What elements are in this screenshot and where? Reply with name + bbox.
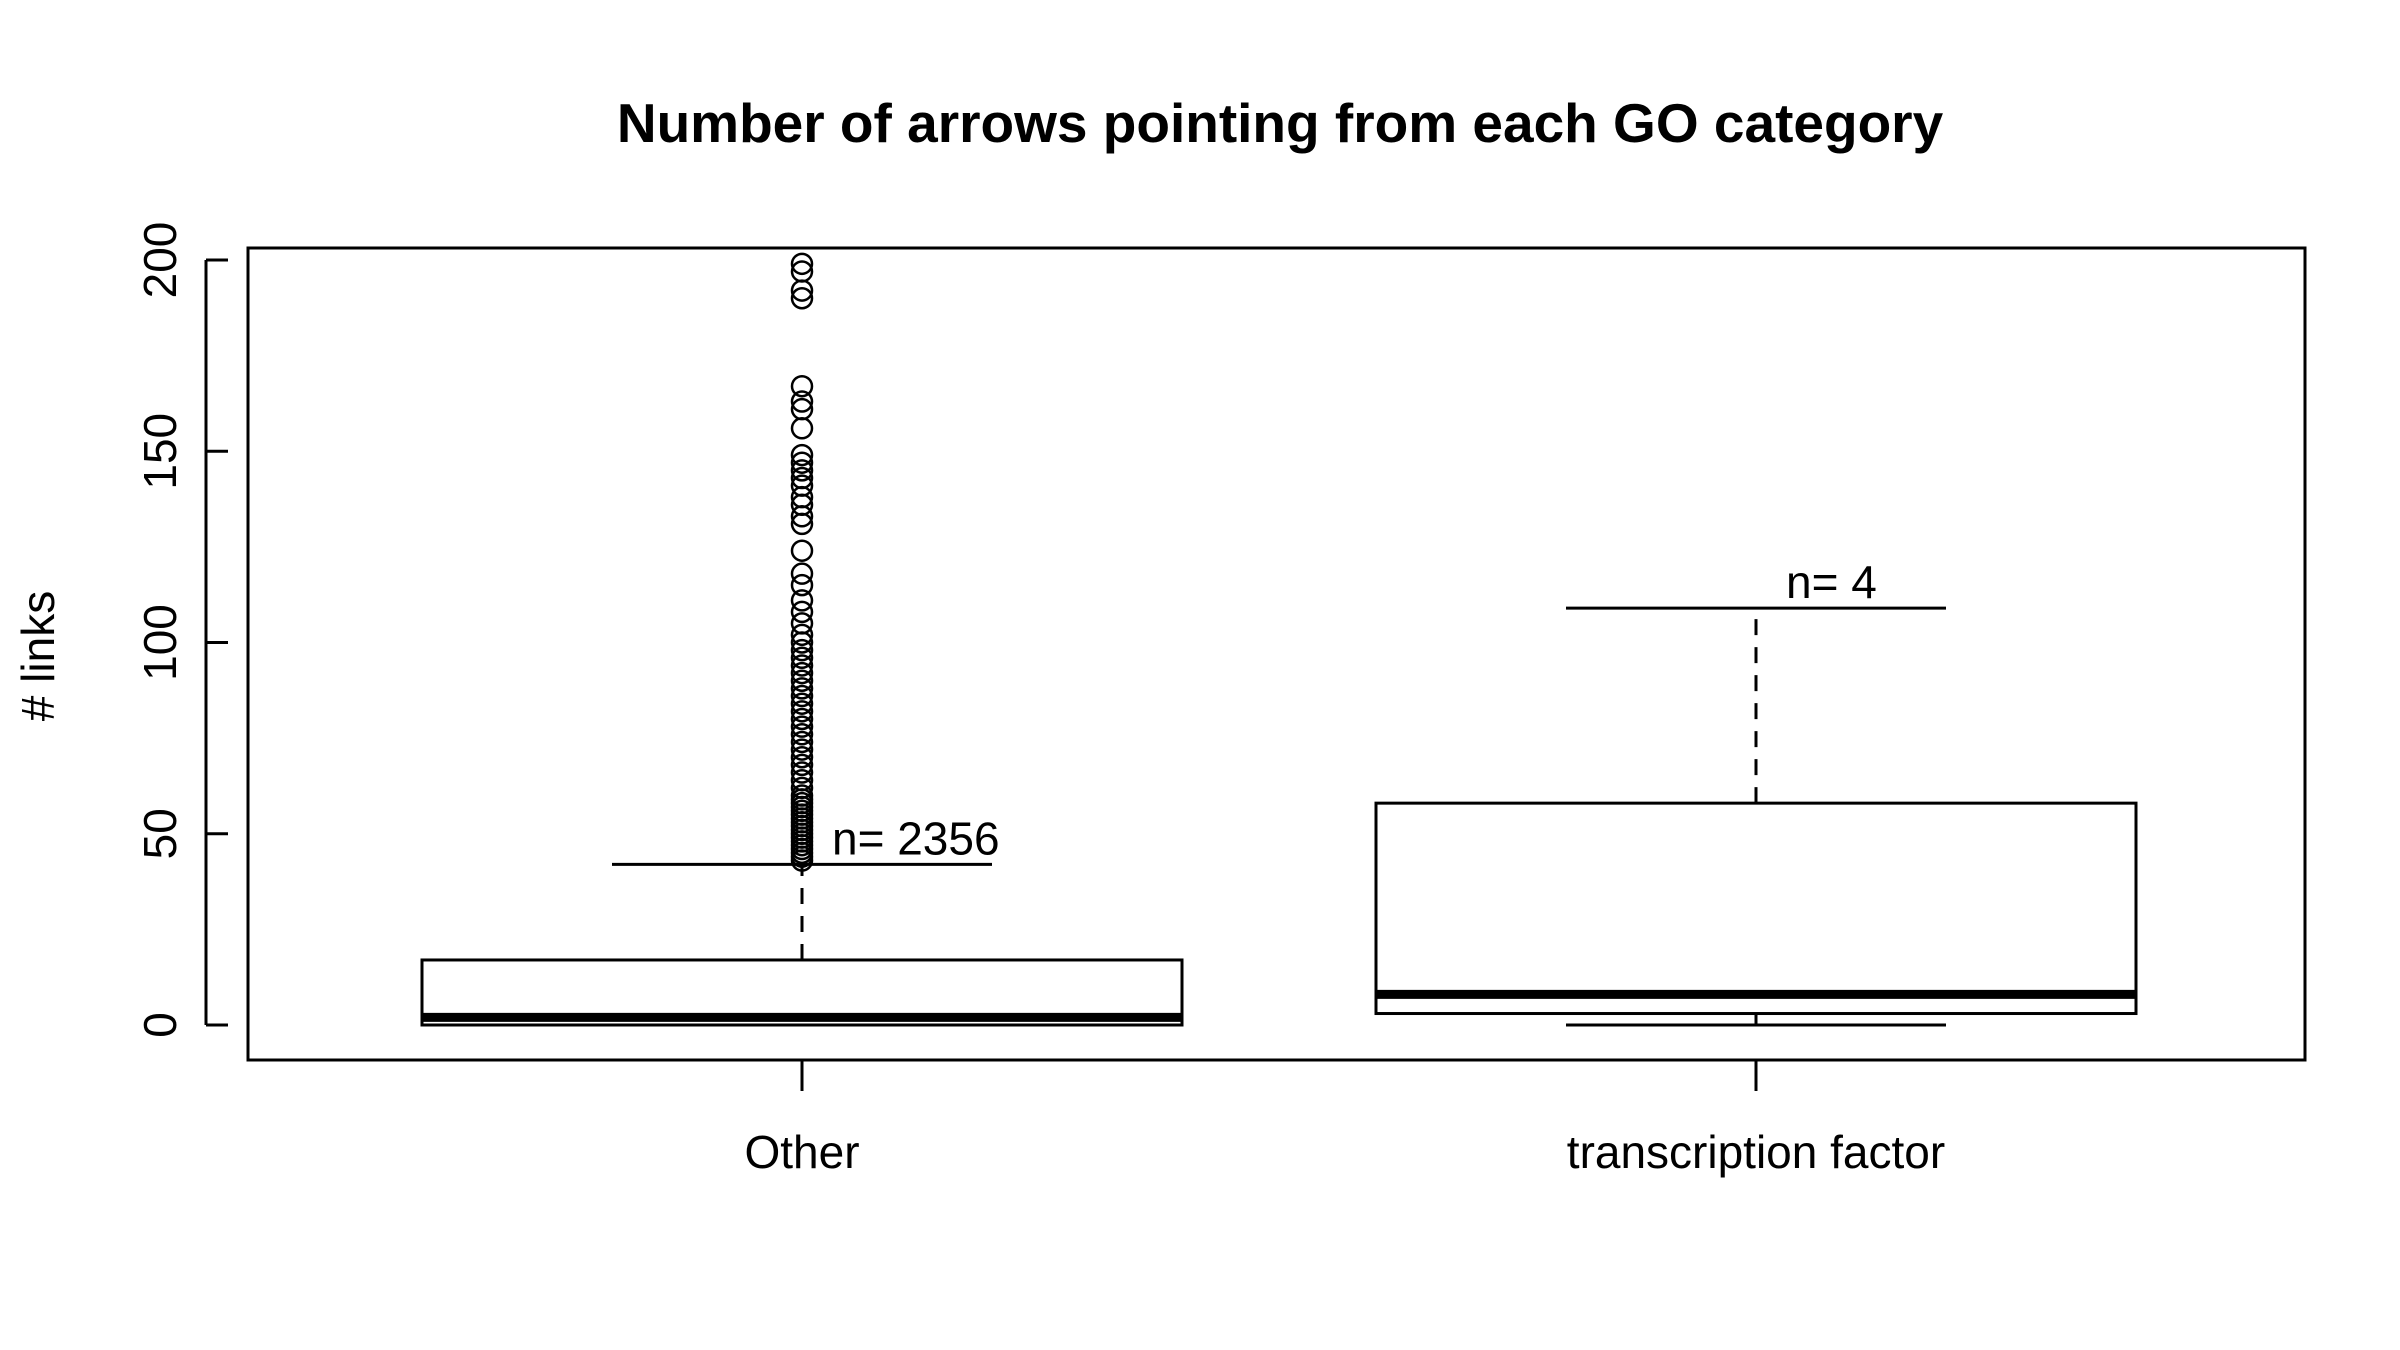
chart-title: Number of arrows pointing from each GO c… — [617, 92, 1944, 154]
n-label-1: n= 4 — [1786, 556, 1877, 608]
outlier-point — [790, 776, 814, 800]
outlier-point — [790, 646, 814, 670]
y-tick-label-50: 50 — [134, 808, 186, 859]
outlier-point — [790, 374, 814, 398]
outlier-point — [790, 784, 814, 807]
plot-frame — [246, 246, 2307, 1062]
box-group-0: n= 2356 — [420, 252, 1184, 1027]
y-tick-label-200: 200 — [134, 222, 186, 299]
outlier-point — [790, 474, 814, 497]
outlier-point — [790, 573, 814, 597]
outlier-point — [790, 390, 814, 413]
y-tick-label-150: 150 — [134, 413, 186, 490]
outlier-point — [790, 746, 814, 769]
y-axis-ticks: 0 50 100 150 200 — [134, 222, 228, 1038]
outlier-point — [790, 562, 814, 585]
x-axis-ticks: Other transcription factor — [744, 1060, 1945, 1178]
outlier-point — [790, 459, 814, 482]
outlier-point — [790, 638, 814, 662]
outlier-point — [790, 723, 814, 746]
y-tick-label-0: 0 — [134, 1012, 186, 1038]
outlier-point — [790, 677, 814, 700]
outlier-point — [790, 738, 814, 761]
outlier-point — [790, 623, 814, 647]
x-tick-label-0: Other — [744, 1126, 859, 1178]
outlier-point — [790, 753, 814, 777]
outlier-point — [790, 730, 814, 754]
outlier-point — [790, 417, 814, 440]
y-tick-label-100: 100 — [134, 604, 186, 681]
outlier-point — [790, 600, 814, 624]
outlier-point — [790, 692, 814, 715]
outlier-point — [790, 661, 814, 685]
outlier-point — [790, 443, 814, 467]
box-series: n= 2356 n= 4 — [420, 252, 2138, 1027]
outlier-point — [790, 654, 814, 677]
outlier-point — [790, 260, 814, 283]
outlier-point — [790, 252, 814, 276]
outlier-point — [790, 466, 814, 490]
outlier-point — [790, 768, 814, 792]
outlier-point — [790, 669, 814, 692]
outlier-point — [790, 700, 814, 723]
box-1 — [1374, 801, 2138, 1016]
y-axis-label: # links — [12, 591, 64, 721]
outlier-point — [790, 397, 814, 421]
outlier-point — [790, 451, 814, 474]
n-label-0: n= 2356 — [832, 812, 1000, 864]
outlier-point — [790, 684, 814, 708]
outlier-point — [790, 589, 814, 612]
x-tick-label-1: transcription factor — [1567, 1126, 1945, 1178]
box-group-1: n= 4 — [1374, 556, 2138, 1027]
outlier-point — [790, 539, 814, 562]
outlier-point — [790, 707, 814, 731]
outlier-point — [790, 715, 814, 738]
outlier-point — [790, 761, 814, 784]
outlier-point — [790, 612, 814, 635]
outlier-point — [790, 287, 814, 310]
